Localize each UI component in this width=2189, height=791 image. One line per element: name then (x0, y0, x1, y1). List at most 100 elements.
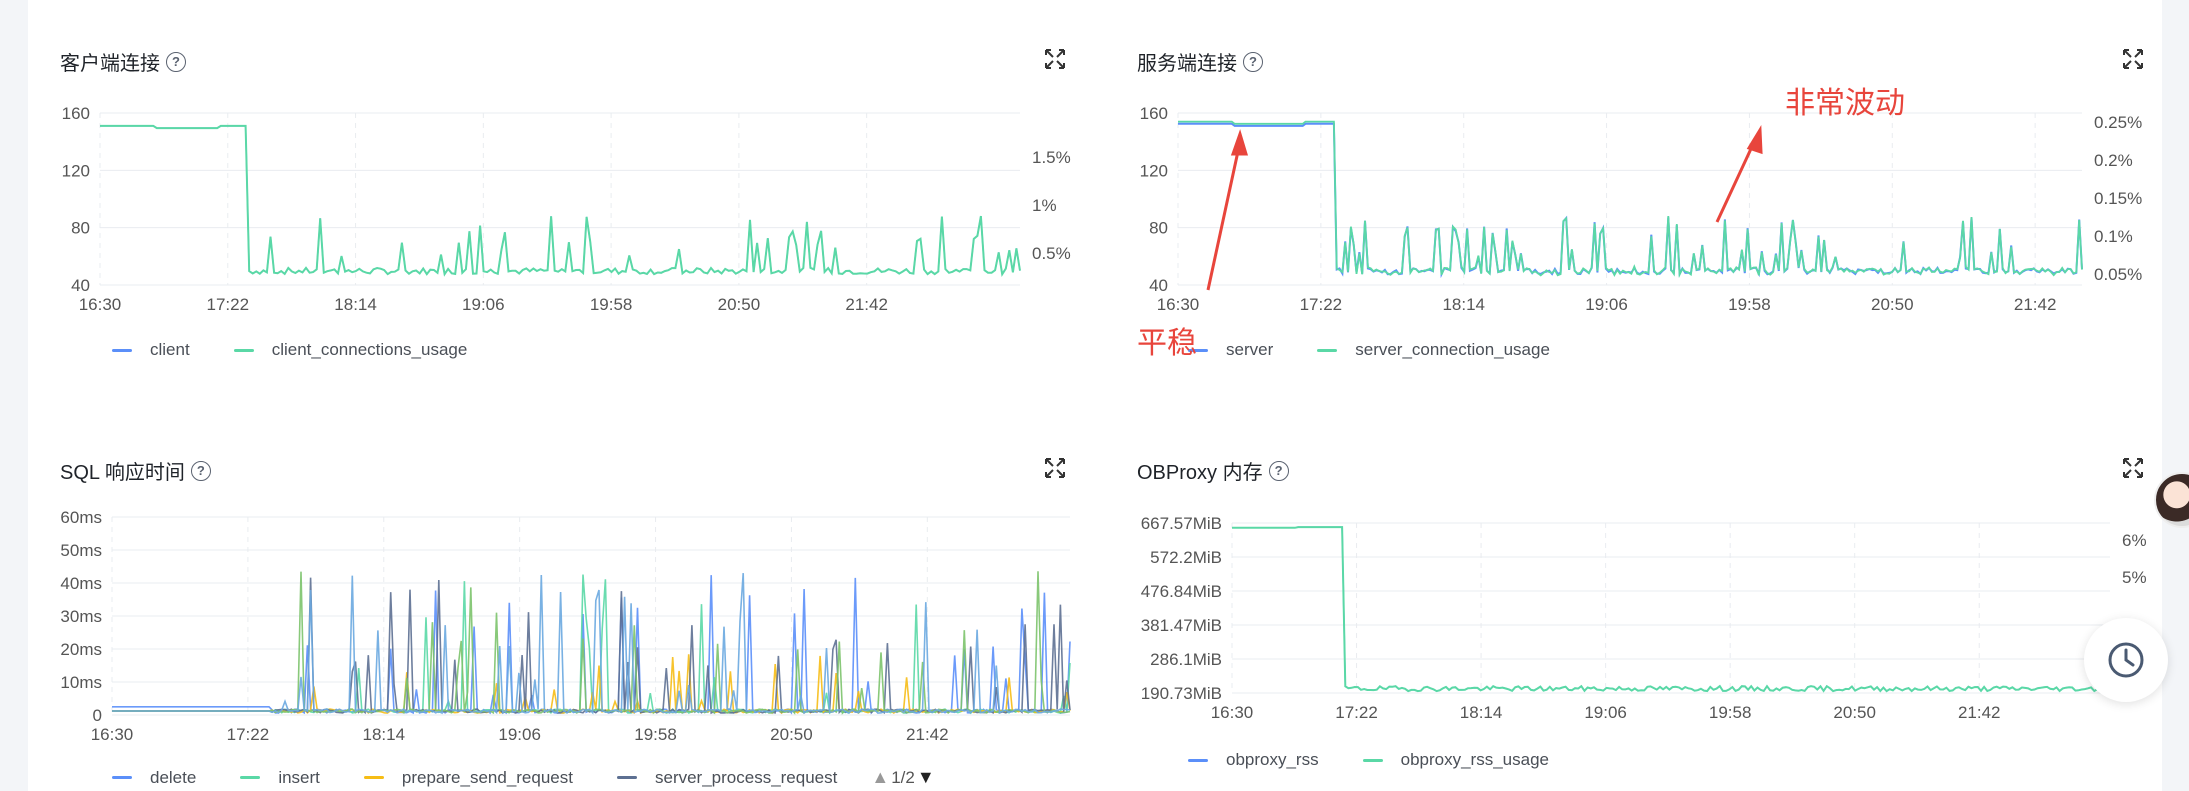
legend-label: obproxy_rss (1226, 750, 1319, 769)
y2-tick-label: 5% (2122, 568, 2147, 587)
y2-tick-label: 0.25% (2094, 113, 2142, 132)
mem-panel-title-text: OBProxy 内存 (1137, 462, 1263, 484)
y-tick-label: 0 (93, 706, 102, 725)
y-tick-label: 60ms (60, 508, 102, 527)
x-tick-label: 20:50 (770, 725, 813, 744)
x-tick-label: 19:58 (1728, 295, 1771, 314)
client-panel-title: 客户端连接 ? (60, 47, 186, 76)
y2-tick-label: 0.05% (2094, 265, 2142, 284)
help-icon[interactable]: ? (1243, 51, 1263, 72)
x-tick-label: 21:42 (2014, 295, 2057, 314)
y-tick-label: 120 (62, 161, 90, 180)
legend-label: client_connections_usage (271, 340, 468, 359)
x-tick-label: 17:22 (227, 725, 270, 744)
x-tick-label: 18:14 (1442, 295, 1485, 314)
expand-icon[interactable] (1044, 457, 1066, 479)
server-panel-title-text: 服务端连接 (1137, 53, 1237, 75)
x-tick-label: 18:14 (362, 725, 405, 744)
x-tick-label: 16:30 (1211, 703, 1254, 722)
y-tick-label: 40ms (60, 574, 102, 593)
legend-label: server_process_request (654, 767, 838, 787)
sql-panel-title: SQL 响应时间 ? (60, 456, 211, 485)
y2-tick-label: 0.2% (2094, 151, 2133, 170)
annotation-stable: 平稳 (1137, 326, 1197, 361)
y-tick-label: 476.84MiB (1141, 582, 1222, 601)
y-tick-label: 381.47MiB (1141, 616, 1222, 635)
x-tick-label: 16:30 (1157, 295, 1200, 314)
y-tick-label: 80 (71, 219, 90, 238)
history-button[interactable] (2084, 618, 2168, 702)
legend-swatch (1317, 348, 1338, 352)
expand-icon[interactable] (2122, 48, 2144, 70)
y2-tick-label: 1% (1032, 196, 1057, 215)
series-line-obproxy-rss-usage (1232, 526, 2111, 693)
x-tick-label: 18:14 (1460, 703, 1503, 722)
legend-item[interactable]: server_connection_usage (1317, 340, 1550, 360)
help-icon[interactable]: ? (166, 51, 186, 72)
annotation-fluctuating: 非常波动 (1785, 86, 1905, 121)
y2-tick-label: 0.1% (2094, 227, 2133, 246)
y2-tick-label: 0.15% (2094, 189, 2142, 208)
y-tick-label: 40 (71, 276, 90, 295)
x-tick-label: 21:42 (906, 725, 949, 744)
legend-swatch (1188, 348, 1208, 352)
help-icon[interactable]: ? (190, 460, 211, 481)
series-line-obproxy-rss (1232, 526, 2111, 693)
mem-panel-title: OBProxy 内存 ? (1137, 456, 1289, 485)
server-legend: server server_connection_usage (1188, 340, 1594, 360)
sql-legend: delete insert prepare_send_request server_p… (112, 767, 935, 788)
y-tick-label: 572.2MiB (1150, 548, 1222, 567)
client-legend: client client_connections_usage (112, 340, 511, 360)
legend-item[interactable]: server_process_request (616, 767, 838, 788)
x-tick-label: 19:06 (498, 725, 541, 744)
legend-swatch (233, 348, 254, 352)
series-line-client (100, 125, 1021, 277)
legend-item[interactable]: obproxy_rss_usage (1362, 750, 1549, 770)
legend-label: server (1226, 340, 1274, 359)
y-tick-label: 190.73MiB (1141, 684, 1222, 703)
x-tick-label: 19:58 (590, 295, 633, 314)
legend-page-indicator: 1/2 (891, 767, 915, 787)
x-tick-label: 19:06 (1584, 703, 1627, 722)
expand-icon[interactable] (2122, 457, 2144, 479)
clock-icon (2108, 642, 2144, 678)
legend-item[interactable]: insert (240, 768, 320, 788)
y2-tick-label: 0.5% (1032, 244, 1071, 263)
legend-label: server_connection_usage (1355, 340, 1550, 359)
legend-item[interactable]: delete (112, 768, 196, 788)
x-tick-label: 19:06 (1585, 295, 1628, 314)
legend-item[interactable]: client_connections_usage (233, 340, 468, 360)
server-panel-title: 服务端连接 ? (1137, 47, 1263, 76)
legend-next-page-icon[interactable]: ▼ (916, 767, 935, 787)
legend-prev-page-icon[interactable]: ▲ (871, 767, 890, 787)
x-tick-label: 17:22 (207, 295, 250, 314)
x-tick-label: 17:22 (1335, 703, 1378, 722)
x-tick-label: 19:06 (462, 295, 505, 314)
expand-icon[interactable] (1044, 48, 1066, 70)
client-panel-title-text: 客户端连接 (60, 53, 160, 75)
legend-item[interactable]: obproxy_rss (1188, 750, 1319, 770)
obproxy-memory-chart: 667.57MiB 572.2MiB 476.84MiB 381.47MiB 286.1… (1141, 514, 2147, 722)
x-tick-label: 20:50 (1833, 703, 1876, 722)
x-tick-label: 21:42 (1958, 703, 2001, 722)
y-tick-label: 30ms (60, 607, 102, 626)
legend-swatch (1362, 758, 1383, 762)
y-tick-label: 286.1MiB (1150, 650, 1222, 669)
x-tick-label: 17:22 (1300, 295, 1343, 314)
legend-item[interactable]: prepare_send_request (363, 767, 573, 788)
legend-swatch (112, 348, 132, 352)
y2-tick-label: 6% (2122, 531, 2147, 550)
legend-label: prepare_send_request (401, 767, 573, 787)
y-tick-label: 10ms (60, 673, 102, 692)
x-tick-label: 16:30 (91, 725, 134, 744)
y2-tick-label: 1.5% (1032, 148, 1071, 167)
annotation-arrows (1206, 125, 1763, 291)
legend-item[interactable]: client (112, 340, 190, 360)
x-tick-label: 20:50 (718, 295, 761, 314)
y-tick-label: 20ms (60, 640, 102, 659)
legend-item[interactable]: server (1188, 340, 1273, 360)
x-tick-label: 19:58 (1709, 703, 1752, 722)
help-icon[interactable]: ? (1268, 460, 1289, 481)
legend-swatch (112, 776, 132, 779)
